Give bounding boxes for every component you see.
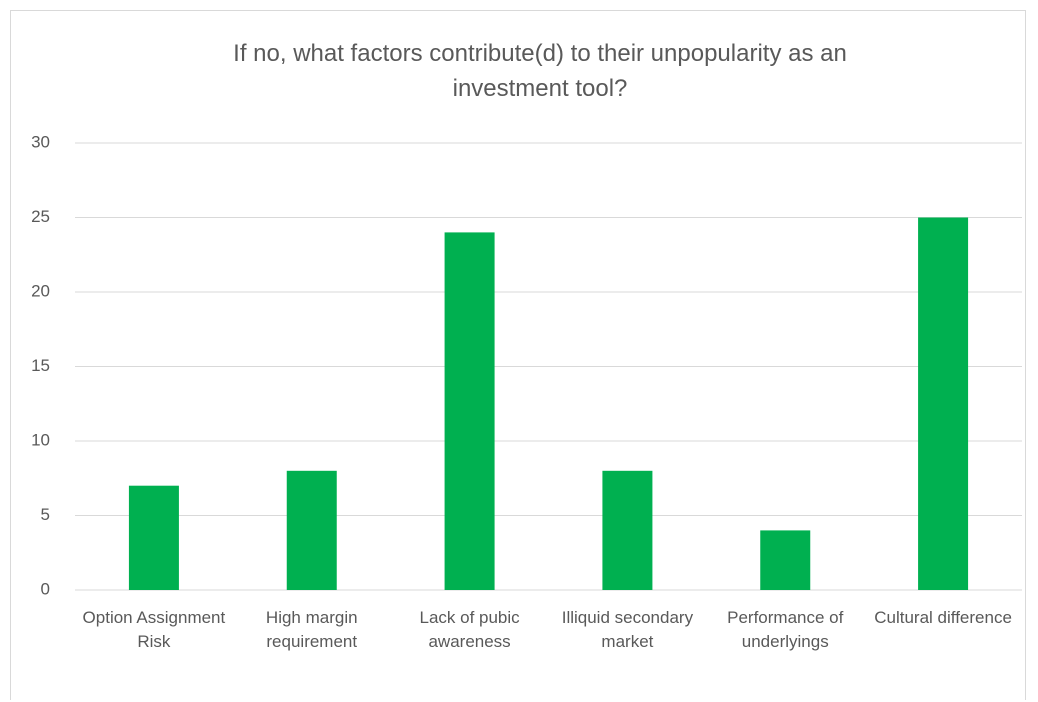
y-tick-label: 0 [41,579,50,598]
bar [444,232,495,590]
bar [760,530,811,590]
x-tick-label: Illiquid secondary market [561,608,694,651]
bar [918,217,969,590]
y-tick-label: 25 [31,207,50,226]
x-tick-label: Option Assignment Risk [82,608,226,651]
chart-frame [10,10,1026,700]
y-tick-label: 20 [31,281,50,300]
y-tick-label: 10 [31,430,50,449]
x-tick-label: Cultural difference [874,608,1012,627]
x-tick-label: Performance of underlyings [727,608,844,651]
bar [286,470,337,590]
y-tick-label: 5 [41,505,50,524]
x-tick-label: High margin requirement [265,608,358,651]
x-tick-label: Lack of pubic awareness [419,608,520,651]
bar [128,485,179,590]
bar [602,470,653,590]
y-tick-label: 15 [31,356,50,375]
y-tick-label: 30 [31,132,50,151]
chart-title: If no, what factors contribute(d) to the… [233,40,847,102]
